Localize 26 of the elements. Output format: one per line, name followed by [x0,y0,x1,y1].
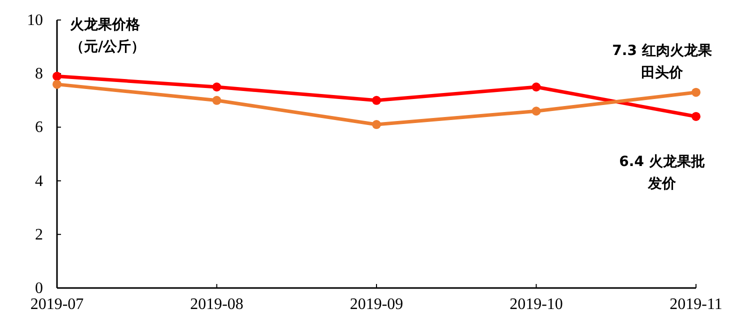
y-tick-label: 0 [35,280,43,297]
point [212,96,222,105]
point [532,106,541,116]
point [372,120,381,130]
y-tick-label: 6 [35,119,43,136]
point [212,82,222,92]
point [692,88,700,97]
text: 6.4 火龙果批 [619,154,705,170]
point [532,82,541,92]
point [52,72,62,81]
x-tick-label: 2019-10 [510,296,563,313]
point [372,96,381,105]
y-tick-label: 8 [35,66,43,83]
y-tick-label: 2 [35,226,43,244]
text: 7.3 红肉火龙果 [612,43,712,59]
x-tick-label: 2019-11 [670,296,722,313]
x-tick-label: 2019-07 [30,296,84,313]
y-tick-label: 4 [35,172,43,190]
text: 发价 [648,176,676,192]
y-axis-title: 火龙果价格（元/公斤） [70,16,146,57]
x-tick-label: 2019-09 [350,296,404,313]
text: 田头价 [641,65,683,81]
point [52,80,62,89]
point [692,112,700,121]
y-tick-label: 10 [27,12,43,29]
x-tick-label: 2019-08 [190,296,244,313]
